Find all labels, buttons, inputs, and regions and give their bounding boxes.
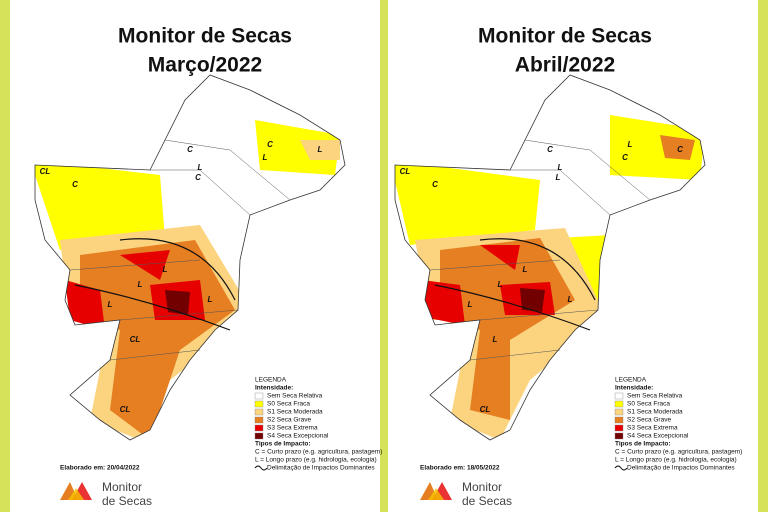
legend-title: LEGENDA [255, 377, 287, 384]
map-label: C [267, 140, 273, 149]
map-label: L [568, 295, 573, 304]
drought-area [255, 120, 340, 175]
legend-label: S4 Seca Excepcional [267, 433, 329, 440]
map-label: CL [480, 405, 491, 414]
impact-label: L = Longo prazo (e.g. hidrologia, ecolog… [615, 457, 737, 464]
legend-label: S0 Seca Fraca [627, 401, 670, 408]
legend-swatch [254, 408, 264, 416]
map-label: L [523, 265, 528, 274]
map-label: L [558, 163, 563, 172]
map-label: CL [40, 167, 51, 176]
map-label: CL [120, 405, 131, 414]
drought-area [422, 280, 465, 325]
legend-swatch [254, 416, 264, 424]
state-borders [429, 139, 651, 361]
logo-text: de Secas [462, 494, 512, 508]
impact-line [434, 238, 596, 331]
legend-title: LEGENDA [615, 377, 647, 384]
legend-swatch [254, 432, 264, 440]
impact-line [74, 238, 236, 331]
subtitle: Abril/2022 [515, 54, 615, 77]
legend-label: S2 Seca Grave [267, 417, 311, 424]
map-label: L [628, 140, 633, 149]
title: Monitor de Secas [478, 25, 652, 48]
map-label: C [677, 145, 683, 154]
impact-label: C = Curto prazo (e.g. agricultura, pasta… [255, 449, 382, 456]
legend-swatch [614, 432, 624, 440]
drought-areas [35, 120, 340, 440]
map-label: L [198, 163, 203, 172]
drought-area [520, 288, 545, 312]
legend-label: S3 Seca Extrema [267, 425, 318, 432]
logo-text: Monitor [102, 480, 142, 494]
panel: Monitor de SecasAbril/2022CLCCLLCCLLLLLL… [394, 25, 742, 508]
map-label: CL [130, 335, 141, 344]
impact-title: Tipos de Impacto: [255, 441, 311, 448]
map-label: L [208, 295, 213, 304]
map-label: L [556, 173, 561, 182]
drought-area [165, 290, 190, 315]
map-label: C [547, 145, 553, 154]
legend-swatch [254, 424, 264, 432]
map-label: C [195, 173, 201, 182]
impact-title: Tipos de Impacto: [615, 441, 671, 448]
legend-label: Sem Seca Relativa [627, 393, 683, 400]
drought-area [35, 160, 165, 250]
impact-label: L = Longo prazo (e.g. hidrologia, ecolog… [255, 457, 377, 464]
drought-area [660, 135, 695, 160]
state-borders [69, 139, 291, 361]
map-label: L [493, 335, 498, 344]
legend-swatch [614, 400, 624, 408]
logo-icon [68, 488, 84, 500]
legend-swatch [254, 392, 264, 400]
logo-icon [428, 488, 444, 500]
legend-swatch [254, 400, 264, 408]
logo-text: de Secas [102, 494, 152, 508]
drought-area [395, 160, 540, 245]
map-label: C [72, 180, 78, 189]
logo-text: Monitor [462, 480, 502, 494]
legend-swatch [614, 392, 624, 400]
impact-label: Delimitação de Impactos Dominantes [267, 465, 375, 472]
map-label: L [163, 265, 168, 274]
impact-label: Delimitação de Impactos Dominantes [627, 465, 735, 472]
date: Elaborado em: 20/04/2022 [60, 465, 140, 472]
map-label: L [468, 300, 473, 309]
legend-label: S1 Seca Moderada [267, 409, 323, 416]
drought-area [120, 250, 170, 280]
legend-subtitle: Intensidade: [615, 385, 653, 392]
impact-line-key [254, 465, 268, 471]
map-label: L [108, 300, 113, 309]
legend-label: S4 Seca Excepcional [627, 433, 689, 440]
legend-label: S3 Seca Extrema [627, 425, 678, 432]
map-label: CL [400, 167, 411, 176]
date: Elaborado em: 18/05/2022 [420, 465, 500, 472]
map-label: L [263, 153, 268, 162]
drought-area [610, 115, 705, 180]
legend-label: S1 Seca Moderada [627, 409, 683, 416]
legend-swatch [614, 416, 624, 424]
panel: Monitor de SecasMarço/2022CLCCLCLLCLLLLC… [34, 25, 382, 508]
drought-area [300, 140, 340, 160]
drought-areas [395, 115, 705, 440]
legend-label: Sem Seca Relativa [267, 393, 323, 400]
legend-swatch [614, 408, 624, 416]
subtitle: Março/2022 [148, 54, 262, 77]
legend-label: S0 Seca Fraca [267, 401, 310, 408]
impact-label: C = Curto prazo (e.g. agricultura, pasta… [615, 449, 742, 456]
map-label: L [498, 280, 503, 289]
map-label: C [622, 153, 628, 162]
map-label: L [138, 280, 143, 289]
legend-swatch [614, 424, 624, 432]
title: Monitor de Secas [118, 25, 292, 48]
map-label: L [318, 145, 323, 154]
legend-subtitle: Intensidade: [255, 385, 293, 392]
map-label: C [187, 145, 193, 154]
drought-area [65, 280, 105, 330]
map-label: C [432, 180, 438, 189]
impact-line-key [614, 465, 628, 471]
legend-label: S2 Seca Grave [627, 417, 671, 424]
